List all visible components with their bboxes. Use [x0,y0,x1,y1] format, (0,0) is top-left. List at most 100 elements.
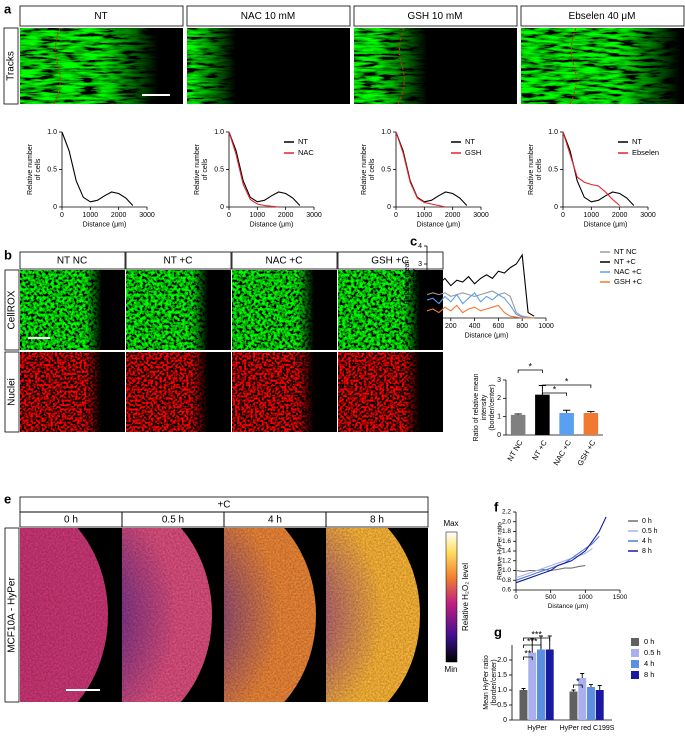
x-axis-label: Distance (μm) [584,221,628,228]
y-tick-label: 1.2 [502,557,511,564]
y-tick-label: 0 [53,204,57,211]
data-line [426,291,535,319]
x-tick-label: 800 [516,323,528,330]
y-axis-label: (border/center) [489,384,496,430]
data-line [228,131,301,206]
row-label-box [4,351,20,433]
data-line [426,290,535,319]
column-header: GSH +C [371,256,409,267]
significance-label: * [565,376,569,386]
x-tick-label: 1000 [538,323,554,330]
micrograph-fade [232,270,337,350]
panel-label: f [494,499,499,514]
panel-label: c [410,233,417,248]
y-axis-label: Relative number [27,143,34,195]
legend-label: NT NC [614,247,637,256]
error-bar [587,411,595,413]
data-line [228,131,279,208]
error-bar [597,685,602,690]
y-tick-label: 2 [418,279,422,286]
row-label: Nuclei [7,378,18,406]
y-axis-label: of cells [35,158,42,180]
colorbar-max: Max [443,519,458,528]
x-tick-label: 0 [561,212,565,219]
boundary-line [53,27,61,105]
y-axis-label: of cells [202,158,209,180]
x-tick-label: 1000 [250,212,266,219]
y-axis-label: Ratio of relative mean [473,373,480,441]
significance-label: *** [531,629,542,639]
row-label: MCF10A - HyPer [7,577,18,653]
micrograph-fade [232,352,337,432]
column-header: NT +C [164,256,193,267]
row-label-box [4,527,20,703]
x-tick-label: 500 [545,594,556,601]
y-axis-label: Relative HyPer ratio [497,522,504,580]
legend-label: 0 h [644,637,654,646]
legend-label: NT +C [614,257,636,266]
y-tick-label: 0 [418,315,422,322]
x-axis-label: Distance (μm) [250,221,294,228]
y-tick-label: 1.0 [47,129,57,136]
significance-bracket [517,369,543,373]
x-axis-label: Distance (μm) [83,221,127,228]
data-line [562,131,635,206]
row-label: Tracks [6,51,17,81]
header-box [353,5,518,27]
micrograph-fade [20,270,125,350]
panel-label: e [4,491,11,506]
error-bar [562,409,571,413]
legend-label: Ebselen [632,148,659,157]
x-tick-label: 1000 [578,594,593,601]
column-header: 8 h [370,515,384,526]
y-tick-label: 0.6 [502,587,511,594]
y-tick-label: 0 [387,204,391,211]
x-tick-label: 3000 [139,212,155,219]
legend-label: NT [465,137,475,146]
error-bar [530,638,535,653]
y-tick-label: 0.5 [497,702,507,709]
legend-label: 0 h [642,518,652,525]
boundary-line [397,27,405,105]
y-axis-label: Mean HyPer ratio [483,655,490,710]
y-tick-label: 0.5 [47,166,57,173]
micrograph-fade [521,28,684,104]
micrograph-noise [224,528,326,702]
y-tick-label: 0.8 [502,577,511,584]
y-tick-label: 0.5 [214,166,224,173]
micrograph-fade [187,28,350,104]
data-line [515,548,593,579]
micrograph-fade [338,352,443,432]
y-tick-label: 2.0 [497,657,507,664]
x-tick-label: 3000 [640,212,656,219]
header-box [337,251,444,270]
y-axis-label: Relative mean [404,260,411,305]
x-tick-label: 1500 [613,594,628,601]
column-header: NT [94,11,107,22]
legend-label: NT [298,137,308,146]
micrograph-fade [338,270,443,350]
micrograph-noise [122,528,224,702]
x-tick-label: 2000 [278,212,294,219]
error-bar [588,684,593,687]
x-tick-label: 3000 [473,212,489,219]
micrograph-colony [20,528,122,702]
significance-label: * [553,384,557,394]
bar [537,649,545,720]
panel-label: a [4,1,12,16]
bar [587,687,595,720]
column-header: NT NC [57,256,87,267]
bar [578,678,587,720]
x-tick-label: HyPer red C199S [560,725,615,732]
significance-bracket [523,644,542,648]
y-tick-label: 2.2 [502,509,511,516]
y-tick-label: 2.0 [502,518,511,525]
x-tick-label: 1000 [83,212,99,219]
y-axis-label: Relative number [194,143,201,195]
y-axis-label: Relative number [361,143,368,195]
y-tick-label: 1.5 [497,672,507,679]
data-line [562,131,621,206]
header-box [19,5,184,27]
x-tick-label: 3000 [306,212,322,219]
x-tick-label: 1000 [584,212,600,219]
